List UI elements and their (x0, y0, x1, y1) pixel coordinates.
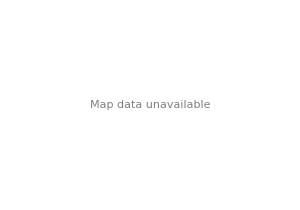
Text: Map data unavailable: Map data unavailable (90, 100, 210, 110)
